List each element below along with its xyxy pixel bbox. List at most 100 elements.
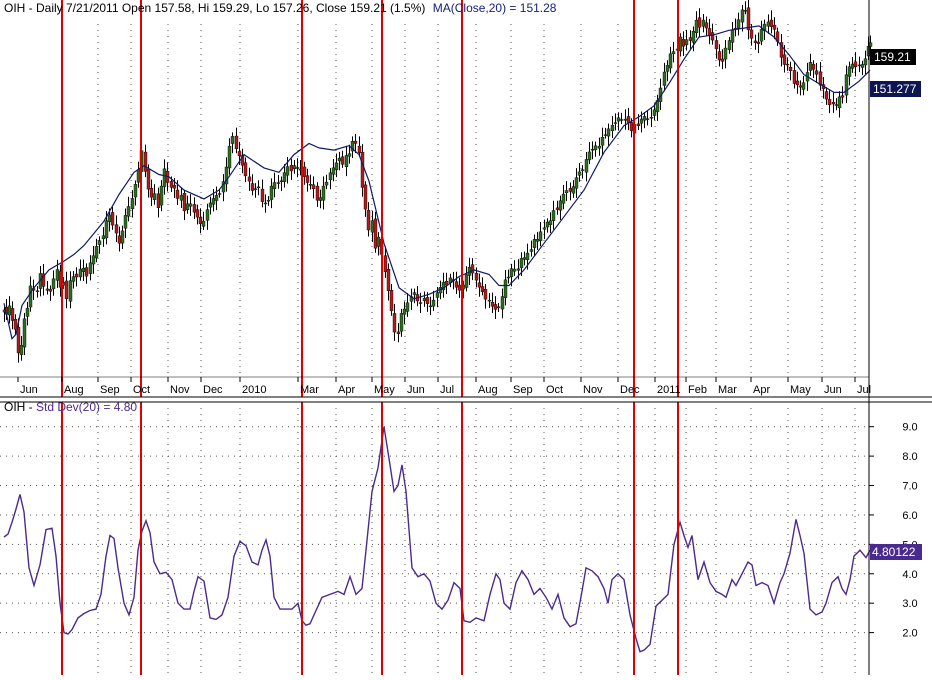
candle-body bbox=[149, 188, 154, 198]
candle-body bbox=[529, 249, 534, 252]
x-tick-label: Jun bbox=[407, 384, 425, 396]
candle-body bbox=[779, 42, 784, 58]
x-tick-label: Dec bbox=[620, 384, 640, 396]
std-dev-line bbox=[3, 426, 871, 653]
std-header-text: Std Dev(20) = 4.80 bbox=[36, 400, 137, 414]
candle-body bbox=[766, 21, 771, 27]
candle-body bbox=[353, 140, 358, 144]
candle-body bbox=[516, 268, 521, 271]
candle-body bbox=[146, 168, 151, 190]
x-tick-label: Jul bbox=[857, 384, 871, 396]
candle-body bbox=[370, 220, 375, 233]
candle-body bbox=[490, 302, 495, 307]
candle-body bbox=[107, 214, 112, 223]
candle-body bbox=[51, 278, 56, 290]
candle-body bbox=[396, 331, 401, 335]
candle-body bbox=[580, 169, 585, 171]
candle-body bbox=[782, 54, 787, 65]
candle-body bbox=[55, 269, 60, 281]
candle-body bbox=[850, 63, 855, 69]
candle-body bbox=[35, 290, 40, 292]
candle-body bbox=[340, 156, 345, 165]
candle-body bbox=[593, 145, 598, 151]
candle-body bbox=[639, 118, 644, 124]
candle-body bbox=[169, 181, 174, 188]
candle-body bbox=[697, 17, 702, 28]
candle-body bbox=[691, 31, 696, 43]
x-tick-label: Jul bbox=[440, 384, 454, 396]
candle-body bbox=[97, 240, 102, 245]
candle-body bbox=[506, 276, 511, 279]
candle-body bbox=[230, 136, 235, 144]
candle-body bbox=[662, 71, 667, 86]
candle-body bbox=[224, 166, 229, 185]
candle-body bbox=[88, 262, 93, 274]
candle-body bbox=[619, 119, 624, 121]
candle-body bbox=[266, 200, 271, 202]
candle-body bbox=[399, 313, 404, 332]
ma-tag-background bbox=[870, 81, 921, 97]
candle-body bbox=[123, 215, 128, 229]
candle-body bbox=[555, 207, 560, 210]
x-tick-label: Apr bbox=[338, 384, 355, 396]
candle-body bbox=[535, 239, 540, 242]
candle-body bbox=[431, 299, 436, 307]
candle-body bbox=[694, 19, 699, 33]
candle-body bbox=[198, 217, 203, 224]
candle-body bbox=[626, 116, 631, 123]
candle-body bbox=[392, 313, 397, 333]
candle-body bbox=[412, 292, 417, 295]
candle-body bbox=[344, 155, 349, 167]
candle-body bbox=[78, 268, 83, 278]
candle-body bbox=[590, 149, 595, 151]
candle-body bbox=[253, 188, 258, 190]
candle-body bbox=[331, 167, 336, 175]
price-header-text: OIH - Daily 7/21/2011 Open 157.58, Hi 15… bbox=[4, 1, 425, 15]
candle-body bbox=[7, 305, 12, 316]
ma-tag: 151.277 bbox=[870, 81, 921, 97]
candle-body bbox=[743, 10, 748, 12]
x-tick-label: 2010 bbox=[242, 384, 266, 396]
candle-body bbox=[772, 24, 777, 30]
candle-body bbox=[130, 198, 135, 210]
candle-body bbox=[571, 186, 576, 194]
candle-body bbox=[717, 51, 722, 61]
y-tick-label: 3.0 bbox=[902, 598, 917, 610]
candle-body bbox=[603, 134, 608, 136]
x-tick-label: Aug bbox=[64, 384, 84, 396]
candle-body bbox=[753, 40, 758, 43]
candle-body bbox=[347, 153, 352, 157]
candle-body bbox=[126, 206, 131, 217]
grid-layer bbox=[0, 24, 869, 675]
candle-body bbox=[493, 304, 498, 310]
candle-body bbox=[844, 74, 849, 96]
candle-body bbox=[818, 71, 823, 86]
candle-body bbox=[584, 159, 589, 173]
candle-body bbox=[302, 166, 307, 177]
candle-body bbox=[133, 184, 138, 198]
candle-body bbox=[801, 82, 806, 90]
candle-body bbox=[295, 167, 300, 169]
candle-body bbox=[337, 157, 342, 162]
candle-body bbox=[503, 279, 508, 298]
candle-body bbox=[788, 66, 793, 71]
candle-body bbox=[247, 176, 252, 182]
candle-body bbox=[487, 299, 492, 302]
candle-body bbox=[649, 117, 654, 119]
candle-body bbox=[74, 273, 79, 278]
candle-body bbox=[623, 118, 628, 121]
candle-body bbox=[45, 288, 50, 291]
candle-body bbox=[840, 95, 845, 98]
candle-body bbox=[214, 195, 219, 201]
candle-body bbox=[68, 280, 73, 302]
candle-body bbox=[250, 183, 255, 191]
candle-body bbox=[808, 62, 813, 71]
candle-body bbox=[577, 171, 582, 176]
candle-body bbox=[10, 308, 15, 321]
candle-body bbox=[792, 70, 797, 84]
candle-body bbox=[568, 188, 573, 192]
candle-body bbox=[19, 345, 24, 355]
candle-body bbox=[710, 32, 715, 41]
candle-body bbox=[847, 66, 852, 77]
